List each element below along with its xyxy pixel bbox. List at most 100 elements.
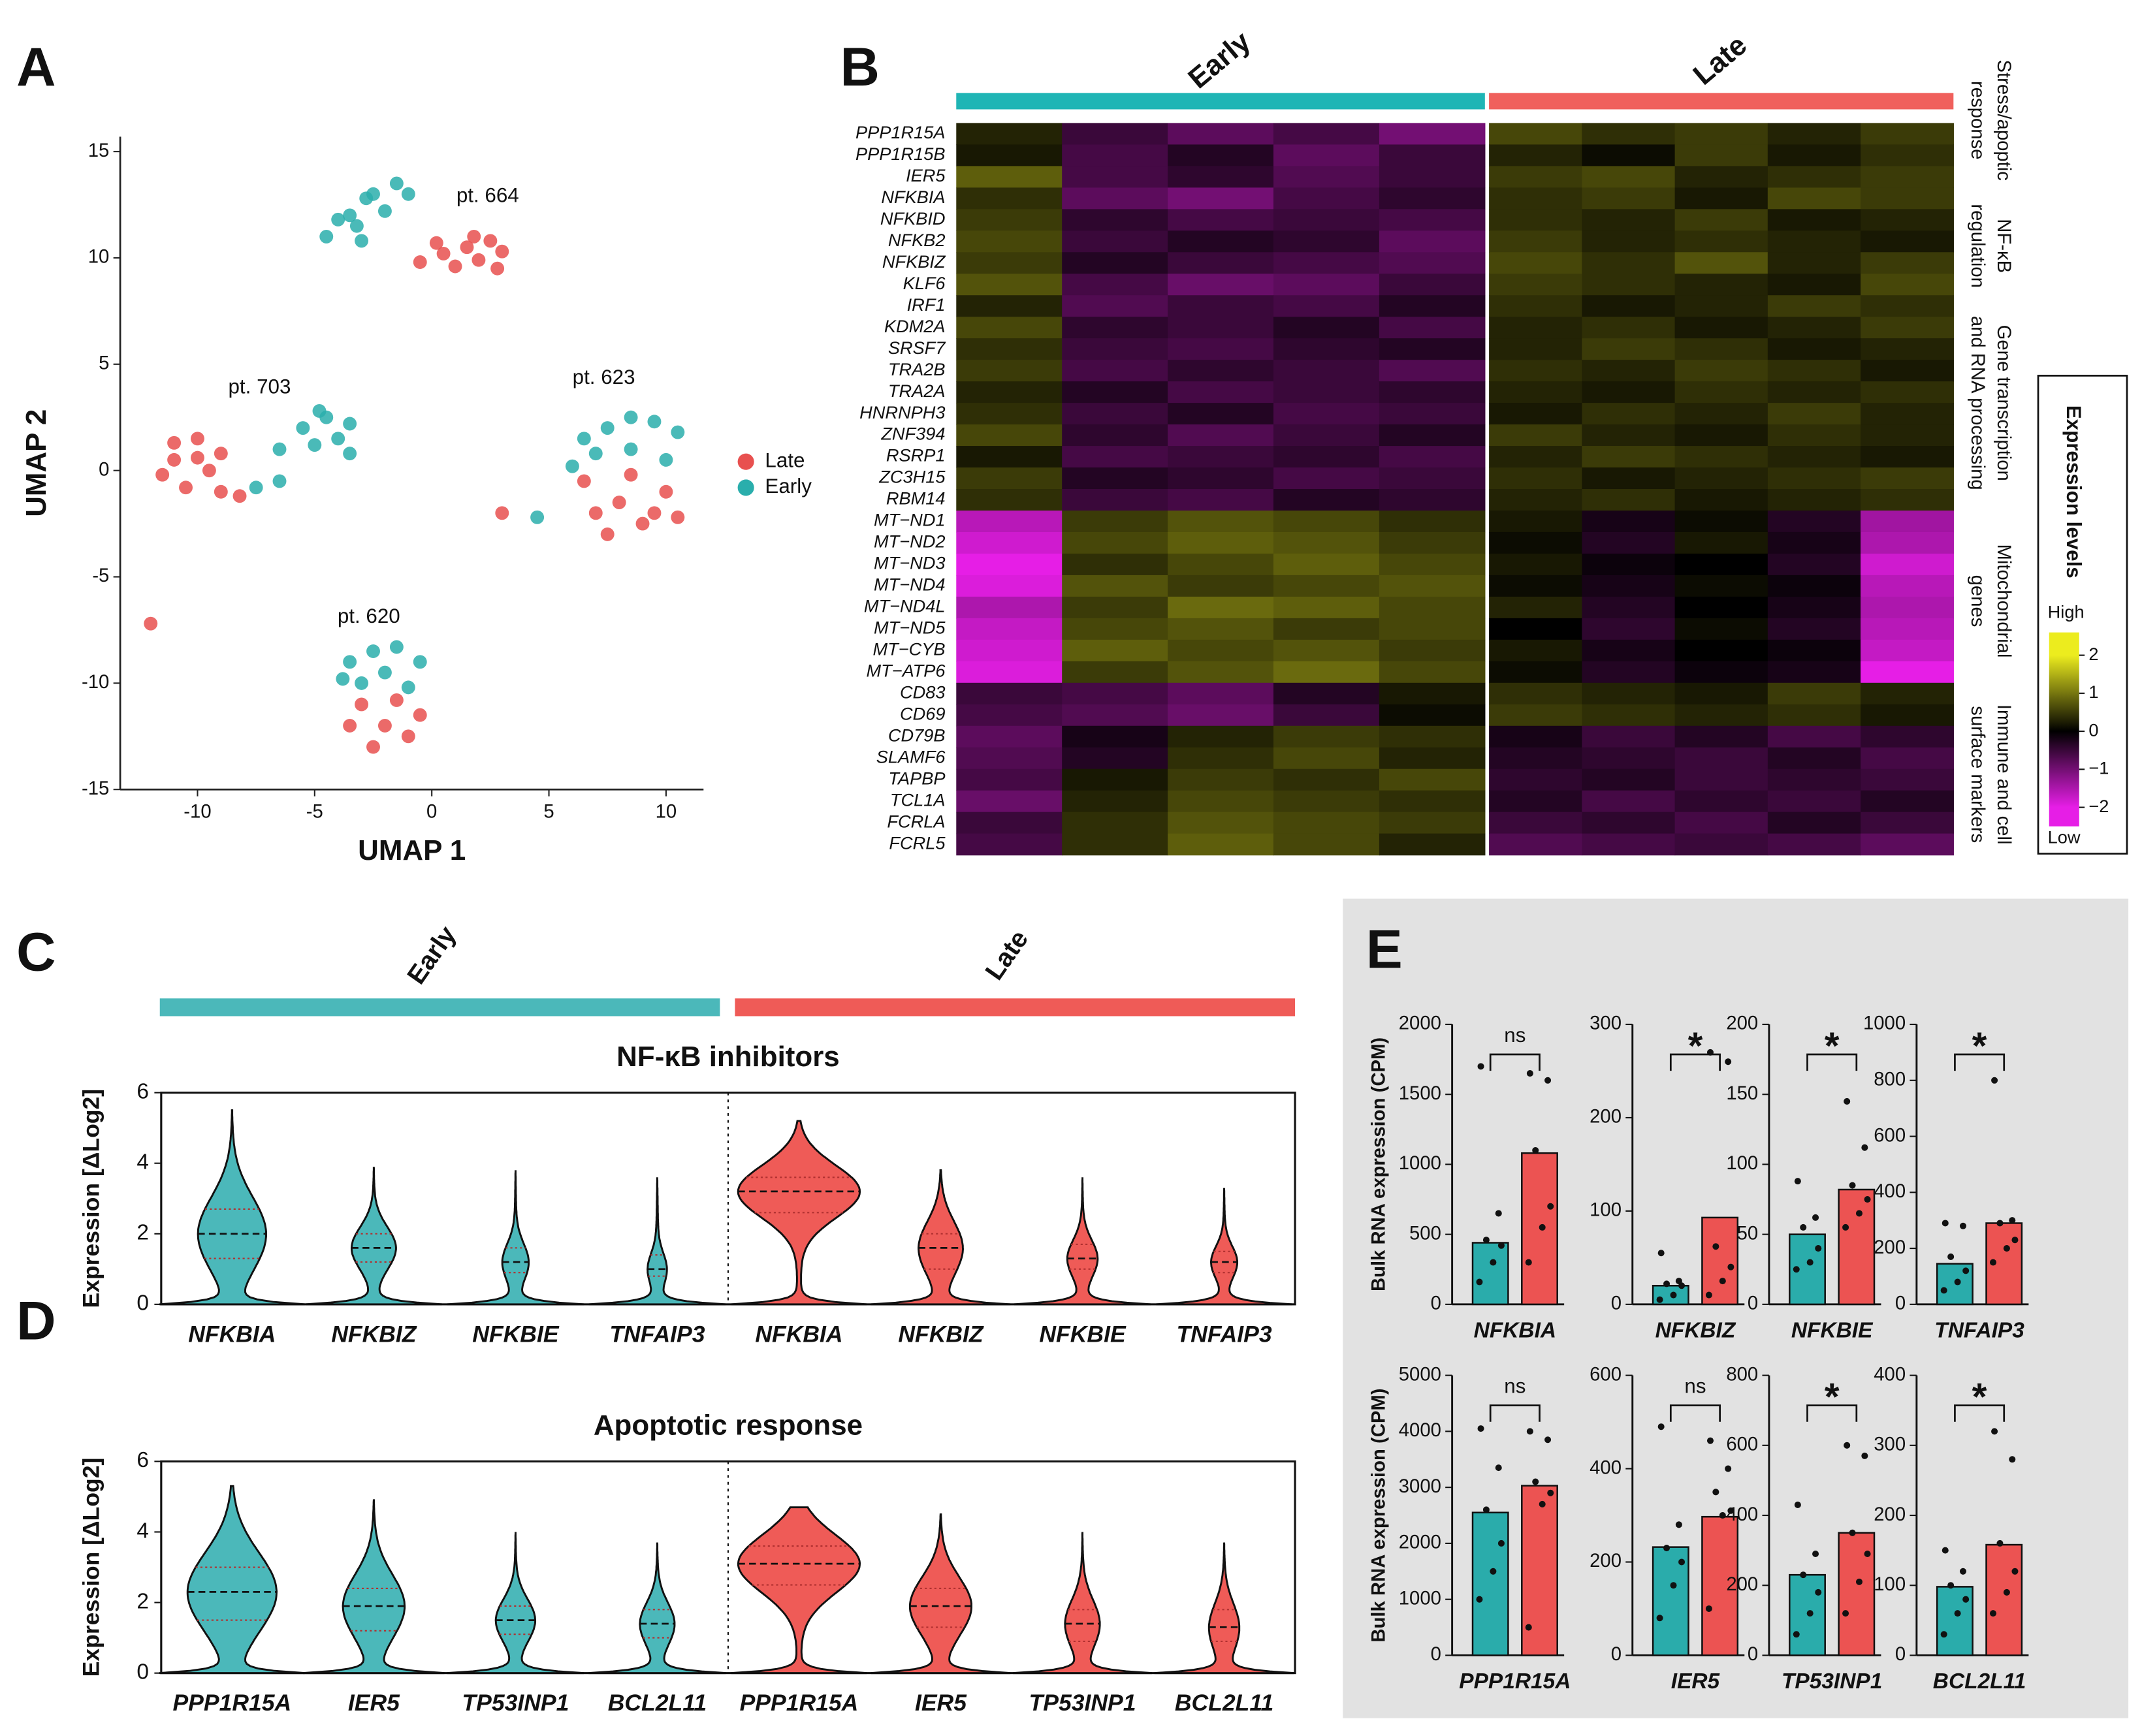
violin bbox=[159, 1485, 305, 1675]
panel-label: A bbox=[16, 36, 56, 97]
x-tick-label: PPP1R15A bbox=[740, 1690, 859, 1716]
heatmap-cell bbox=[1861, 725, 1954, 748]
gene-label: NFKBID bbox=[880, 208, 946, 229]
heatmap-cell bbox=[1861, 295, 1954, 317]
x-tick-label: TNFAIP3 bbox=[1176, 1321, 1271, 1347]
heatmap-cell bbox=[1674, 596, 1768, 619]
y-tick-label: 400 bbox=[1874, 1363, 1906, 1385]
heatmap-cell bbox=[1582, 209, 1676, 231]
heatmap-cell bbox=[1767, 274, 1861, 296]
point bbox=[1705, 1605, 1712, 1612]
y-tick-label: 0 bbox=[1748, 1293, 1758, 1314]
heatmap-cell bbox=[1062, 618, 1168, 640]
heatmap-cell bbox=[1168, 682, 1274, 705]
y-tick-label: 5 bbox=[99, 353, 109, 374]
violin bbox=[1156, 1188, 1292, 1306]
gene-set-label: and RNA processing bbox=[1967, 316, 1989, 490]
heatmap-cell bbox=[956, 209, 1063, 231]
chart-title: NF-κB inhibitors bbox=[616, 1041, 840, 1073]
heatmap-cell bbox=[956, 144, 1063, 166]
point bbox=[355, 234, 369, 248]
heatmap-cell bbox=[1489, 144, 1582, 166]
heatmap-cell bbox=[1489, 187, 1582, 210]
heatmap-cell bbox=[1767, 317, 1861, 339]
point bbox=[1544, 1077, 1552, 1084]
heatmap-cell bbox=[1582, 790, 1676, 813]
point bbox=[1712, 1489, 1719, 1496]
y-tick-label: 300 bbox=[1590, 1013, 1622, 1034]
y-tick-label: -10 bbox=[82, 671, 109, 693]
point bbox=[1678, 1558, 1686, 1566]
heatmap-cell bbox=[1767, 596, 1861, 619]
point bbox=[1959, 1222, 1966, 1229]
gene-label: MT−CYB bbox=[873, 639, 946, 659]
heatmap-cell bbox=[1273, 317, 1380, 339]
x-tick-label: 5 bbox=[543, 801, 554, 823]
x-tick-label: NFKBIE bbox=[1039, 1321, 1127, 1347]
y-tick-label: 4 bbox=[136, 1150, 149, 1175]
group-label: Late bbox=[1687, 29, 1753, 91]
heatmap-cell bbox=[1582, 317, 1676, 339]
y-tick-label: 300 bbox=[1874, 1434, 1906, 1455]
point bbox=[1806, 1610, 1814, 1617]
heatmap-cell bbox=[1767, 553, 1861, 576]
point bbox=[179, 481, 193, 495]
heatmap-cell bbox=[1767, 144, 1861, 166]
heatmap-cell bbox=[1062, 575, 1168, 597]
point bbox=[1477, 1425, 1484, 1432]
heatmap-cell bbox=[1273, 381, 1380, 403]
heatmap-cell bbox=[1273, 790, 1380, 813]
heatmap-cell bbox=[1582, 661, 1676, 684]
heatmap-cell bbox=[1674, 489, 1768, 511]
point bbox=[1526, 1070, 1533, 1077]
heatmap-cell bbox=[1674, 768, 1768, 791]
heatmap-cell bbox=[1861, 424, 1954, 447]
heatmap-cell bbox=[1168, 489, 1274, 511]
heatmap-cell bbox=[1674, 812, 1768, 834]
y-tick-label: 2000 bbox=[1399, 1013, 1441, 1034]
heatmap-cell bbox=[1273, 812, 1380, 834]
heatmap-cell bbox=[1582, 768, 1676, 791]
point bbox=[389, 176, 404, 191]
point bbox=[1497, 1539, 1505, 1547]
heatmap-cell bbox=[1674, 166, 1768, 188]
heatmap-cell bbox=[1861, 144, 1954, 166]
heatmap-cell bbox=[1379, 489, 1486, 511]
gene-label: SRSF7 bbox=[888, 338, 946, 358]
heatmap-cell bbox=[1582, 682, 1676, 705]
y-axis-label: Bulk RNA expression (CPM) bbox=[1367, 1037, 1389, 1291]
point bbox=[495, 244, 509, 259]
y-axis-label: Bulk RNA expression (CPM) bbox=[1367, 1388, 1389, 1642]
heatmap-cell bbox=[956, 295, 1063, 317]
point bbox=[191, 450, 204, 465]
point bbox=[144, 616, 158, 631]
heatmap-cell bbox=[1062, 553, 1168, 576]
heatmap-cell bbox=[1168, 166, 1274, 188]
y-tick-label: 100 bbox=[1874, 1573, 1906, 1595]
heatmap-cell bbox=[1062, 768, 1168, 791]
point bbox=[671, 425, 685, 439]
gene-set-label: Gene transcription bbox=[1993, 325, 2015, 481]
heatmap-cell bbox=[1674, 747, 1768, 770]
heatmap-cell bbox=[1767, 338, 1861, 360]
y-axis-label: Expression [ΔLog2] bbox=[78, 1089, 104, 1308]
colorbar-tick-label: −1 bbox=[2088, 758, 2109, 778]
gene-label: FCRLA bbox=[887, 811, 945, 831]
heatmap-cell bbox=[1273, 403, 1380, 425]
heatmap-cell bbox=[1767, 812, 1861, 834]
group-bar bbox=[735, 998, 1296, 1017]
heatmap-cell bbox=[1767, 209, 1861, 231]
heatmap-cell bbox=[1062, 510, 1168, 533]
heatmap-cell bbox=[1861, 166, 1954, 188]
heatmap-cell bbox=[1489, 489, 1582, 511]
heatmap-cell bbox=[1582, 424, 1676, 447]
heatmap-cell bbox=[956, 510, 1063, 533]
point bbox=[343, 447, 357, 461]
heatmap-cell bbox=[1379, 833, 1486, 856]
heatmap-cell bbox=[1273, 682, 1380, 705]
heatmap-cell bbox=[1674, 790, 1768, 813]
heatmap-cell bbox=[1062, 661, 1168, 684]
violin bbox=[305, 1167, 442, 1306]
y-tick-label: 200 bbox=[1874, 1504, 1906, 1525]
heatmap-cell bbox=[1489, 790, 1582, 813]
